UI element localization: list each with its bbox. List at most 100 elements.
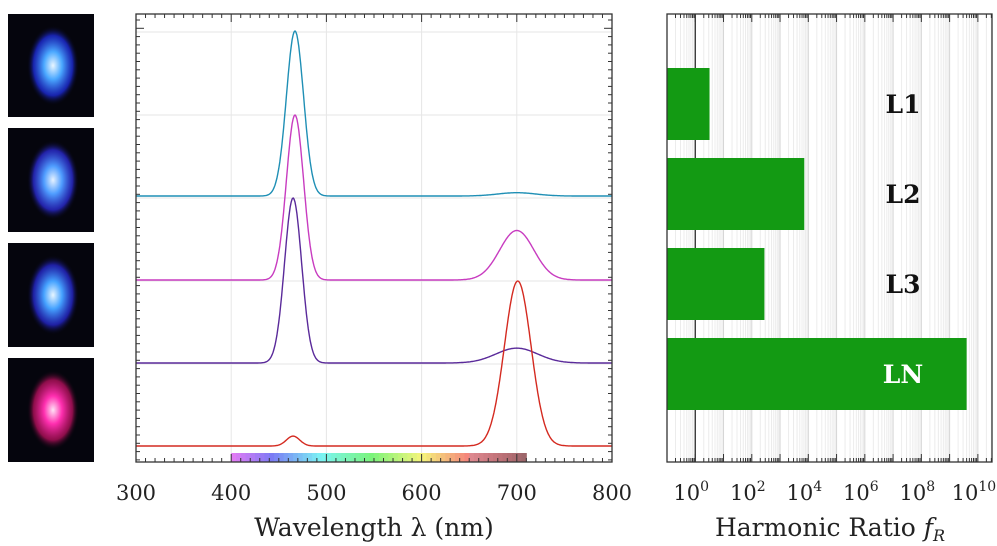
- wavelength-color-cell: [450, 453, 456, 462]
- wavelength-color-cell: [255, 453, 261, 462]
- thumbnail-l1: [8, 14, 94, 117]
- wavelength-color-cell: [259, 453, 266, 462]
- spectrum-tick-labels: 300 400 500 600 700 800: [116, 481, 632, 505]
- bar-label-l3: L3: [886, 270, 921, 299]
- wavelength-color-cell: [512, 453, 518, 462]
- ratio-axes-box: [666, 13, 993, 463]
- wavelength-color-cell: [316, 453, 323, 462]
- wavelength-color-cell: [354, 453, 361, 462]
- x-tick-label: 104: [786, 479, 822, 505]
- wavelength-color-cell: [431, 453, 437, 462]
- x-tick-label: 1010: [952, 479, 997, 505]
- wavelength-color-cell: [497, 453, 504, 462]
- wavelength-color-cell: [302, 453, 308, 462]
- wavelength-color-cell: [454, 453, 461, 462]
- wavelength-color-cell: [516, 453, 523, 462]
- wavelength-color-cell: [407, 453, 413, 462]
- spectrum-series-1: [136, 29, 612, 197]
- bar-label-l1: L1: [886, 90, 921, 119]
- wavelength-color-cell: [483, 453, 489, 462]
- wavelength-color-cell: [445, 453, 451, 462]
- wavelength-color-cell: [278, 453, 285, 462]
- wavelength-color-cell: [288, 453, 294, 462]
- wavelength-color-cell: [250, 453, 256, 462]
- x-tick-label: 600: [402, 481, 442, 505]
- wavelength-color-cell: [493, 453, 499, 462]
- spectrum-grid: [136, 14, 612, 462]
- wavelength-color-cell: [440, 453, 446, 462]
- spectrum-series-3: [136, 196, 612, 364]
- wavelength-color-cell: [274, 453, 280, 462]
- bar-label-l2: L2: [886, 180, 921, 209]
- wavelength-color-cell: [269, 453, 275, 462]
- wavelength-color-cell: [293, 453, 299, 462]
- wavelength-color-cell: [231, 453, 237, 462]
- wavelength-color-cell: [435, 453, 442, 462]
- wavelength-color-cell: [326, 453, 332, 462]
- x-tick-label: 800: [592, 481, 632, 505]
- x-tick-label: 700: [497, 481, 537, 505]
- x-tick-label: 106: [843, 479, 879, 505]
- wavelength-color-cell: [469, 453, 475, 462]
- wavelength-color-cell: [426, 453, 432, 462]
- ratio-tick-labels: 100 102 104 106 108 1010: [673, 479, 996, 505]
- wavelength-color-cell: [235, 453, 242, 462]
- spectrum-frame: [135, 13, 613, 463]
- wavelength-color-cell: [507, 453, 513, 462]
- wavelength-color-cell: [240, 453, 246, 462]
- spectrum-lines: [136, 29, 612, 447]
- wavelength-color-cell: [464, 453, 470, 462]
- bar-l3: [667, 248, 765, 320]
- emission-spot: [27, 25, 79, 106]
- ratio-bars: L1 L2 L3 LN: [667, 68, 967, 410]
- x-tick-label: 400: [211, 481, 251, 505]
- wavelength-color-cell: [283, 453, 289, 462]
- ratio-x-axis-label: Harmonic Ratio fR: [715, 513, 945, 545]
- spectrum-series-4: [136, 280, 612, 447]
- wavelength-color-cell: [335, 453, 342, 462]
- bar-ln: [667, 338, 967, 410]
- wavelength-color-cell: [264, 453, 270, 462]
- wavelength-color-cell: [478, 453, 484, 462]
- emission-spot: [27, 370, 79, 450]
- wavelength-color-cell: [402, 453, 408, 462]
- ratio-frame: [666, 13, 993, 463]
- x-tick-label: 102: [730, 479, 766, 505]
- wavelength-color-cell: [345, 453, 351, 462]
- wavelength-color-cell: [331, 453, 337, 462]
- wavelength-color-cell: [364, 453, 370, 462]
- wavelength-color-cell: [459, 453, 465, 462]
- bar-l1: [667, 68, 710, 140]
- wavelength-color-cell: [421, 453, 427, 462]
- x-tick-label: 300: [116, 481, 156, 505]
- thumbnail-l2: [8, 128, 94, 232]
- x-tick-label: 500: [306, 481, 346, 505]
- bar-l2: [667, 158, 805, 230]
- wavelength-color-cell: [412, 453, 418, 462]
- wavelength-color-cell: [312, 453, 318, 462]
- wavelength-color-cell: [502, 453, 508, 462]
- wavelength-color-cell: [393, 453, 399, 462]
- wavelength-color-cell: [340, 453, 346, 462]
- wavelength-color-cell: [369, 453, 375, 462]
- wavelength-color-cell: [307, 453, 313, 462]
- bar-label-ln: LN: [883, 360, 923, 389]
- wavelength-color-cell: [416, 453, 423, 462]
- wavelength-color-cell: [297, 453, 304, 462]
- wavelength-color-cell: [521, 453, 527, 462]
- wavelength-color-cell: [321, 453, 327, 462]
- wavelength-color-cell: [350, 453, 356, 462]
- x-tick-label: 100: [673, 479, 709, 505]
- wavelength-color-cell: [488, 453, 494, 462]
- x-tick-label: 108: [900, 479, 936, 505]
- emission-spot: [27, 255, 79, 335]
- wavelength-color-bar: [231, 453, 527, 462]
- wavelength-color-cell: [388, 453, 394, 462]
- wavelength-color-cell: [383, 453, 389, 462]
- spectrum-series-2: [136, 113, 612, 281]
- emission-spot: [27, 140, 79, 220]
- wavelength-color-cell: [359, 453, 365, 462]
- wavelength-color-cell: [374, 453, 380, 462]
- wavelength-color-cell: [473, 453, 480, 462]
